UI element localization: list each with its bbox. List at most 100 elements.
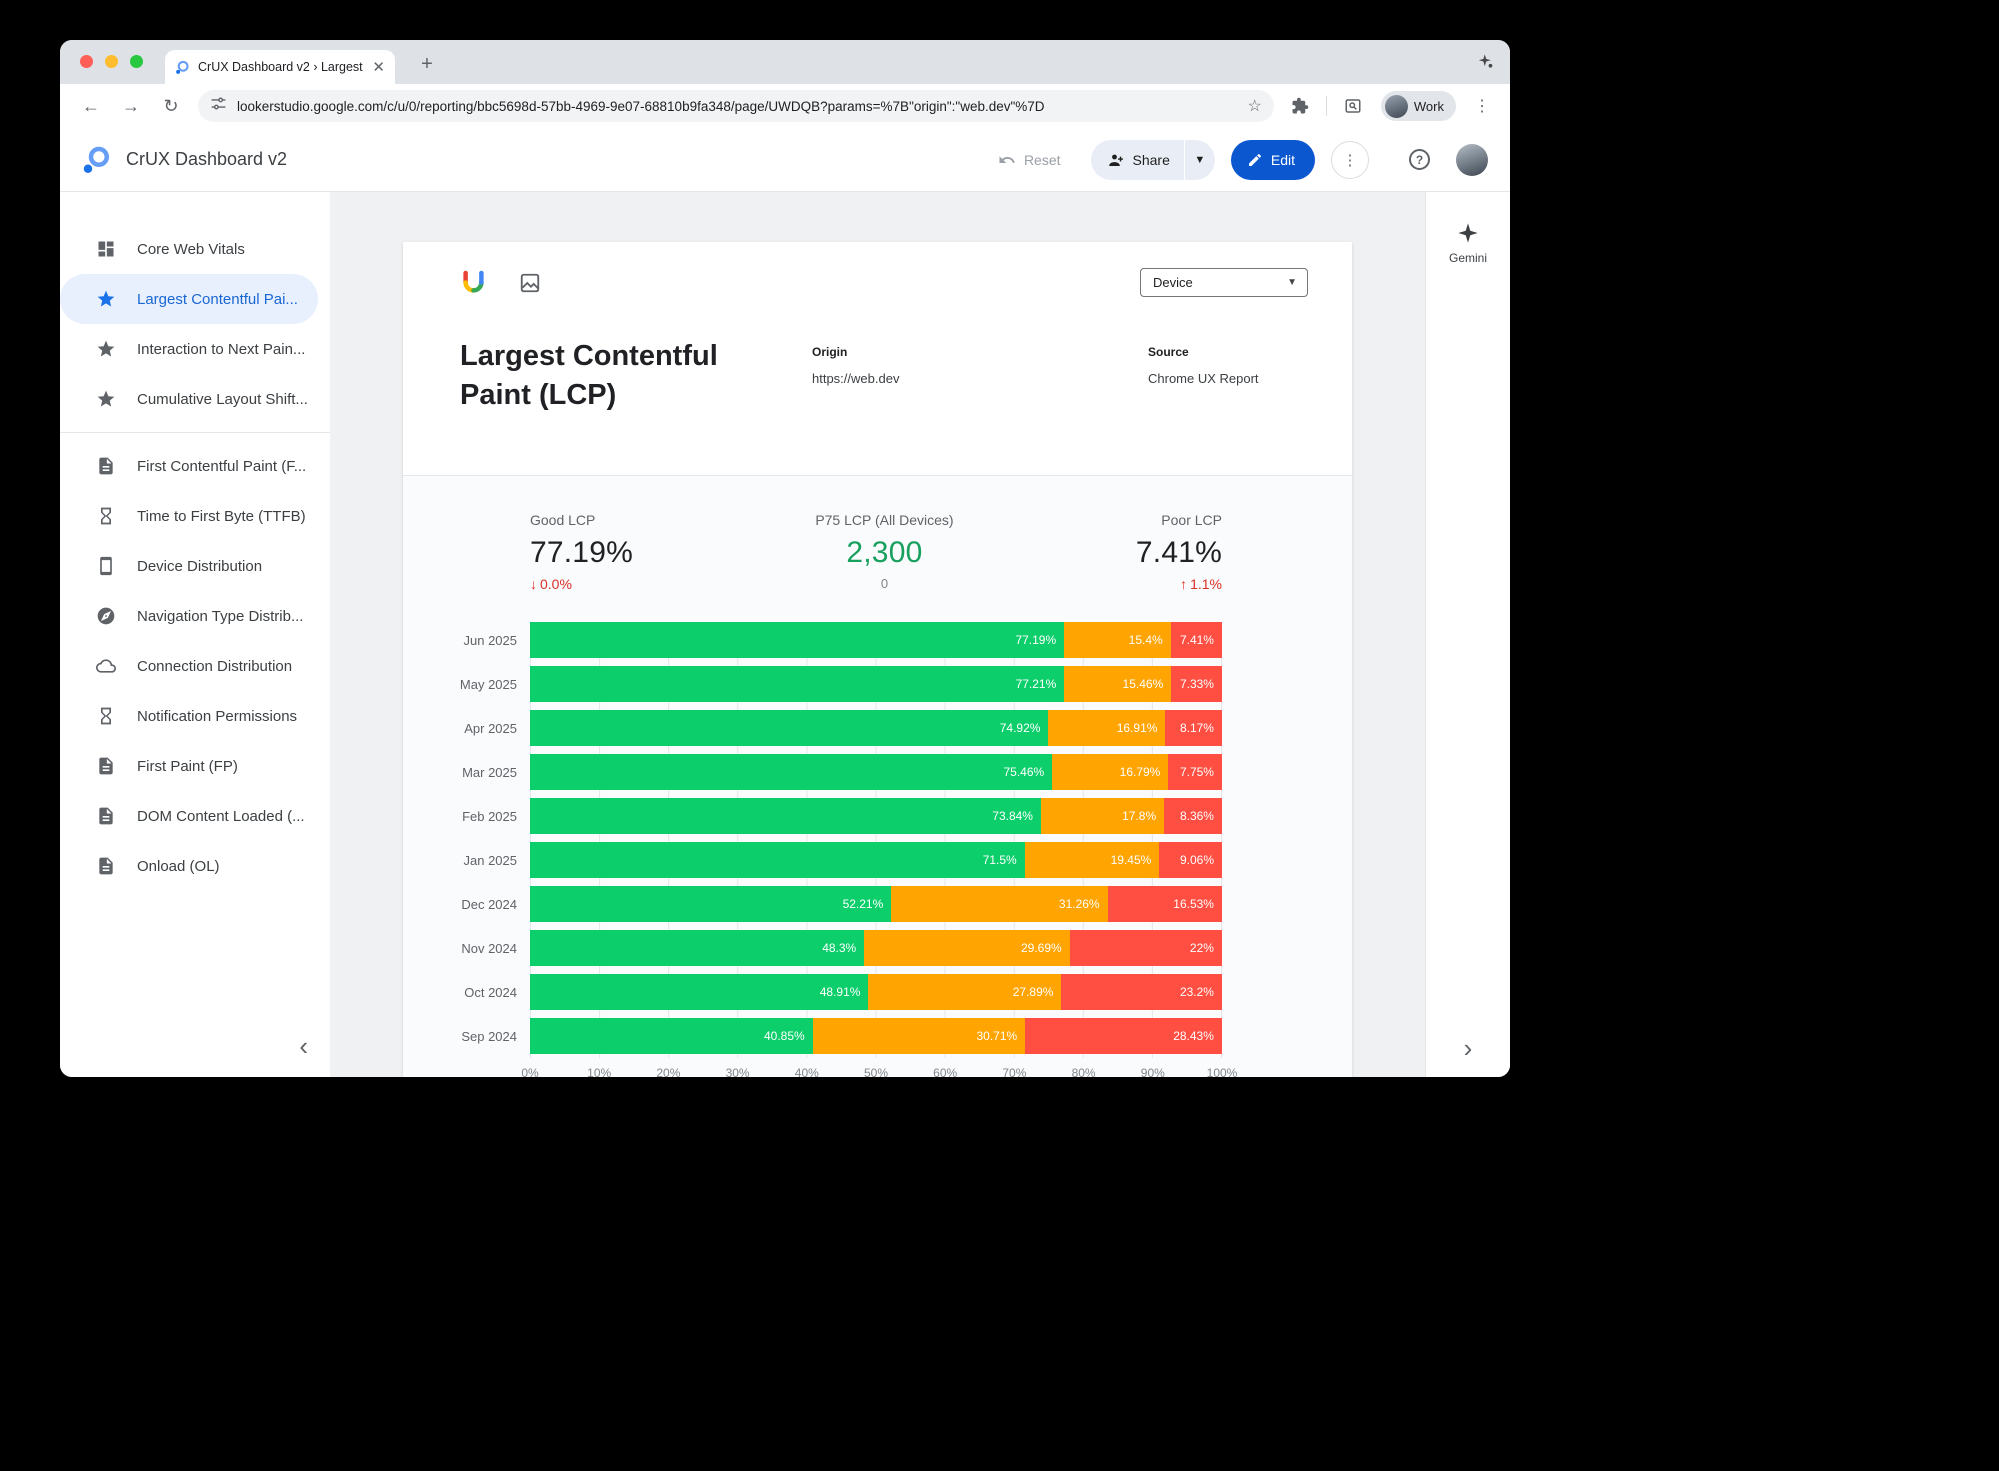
url-text[interactable]: lookerstudio.google.com/c/u/0/reporting/… [237, 98, 1045, 114]
bar-segment-good[interactable]: 48.91% [530, 974, 869, 1010]
gemini-button[interactable]: Gemini [1449, 222, 1487, 265]
tab-close-icon[interactable]: ✕ [372, 59, 385, 76]
minimize-window-button[interactable] [105, 55, 118, 68]
bar-segment-poor[interactable]: 9.06% [1159, 842, 1222, 878]
bar-segment-needs-improvement[interactable]: 30.71% [812, 1018, 1026, 1054]
device-filter-dropdown[interactable]: Device ▼ [1140, 268, 1308, 297]
side-panel-search-icon[interactable] [1337, 90, 1369, 122]
report-card: Device ▼ Largest Contentful Paint (LCP) … [403, 242, 1352, 1077]
sidebar-item[interactable]: Notification Permissions [60, 691, 318, 741]
bar-segment-value: 77.21% [1015, 677, 1057, 691]
sidebar-item[interactable]: First Contentful Paint (F... [60, 441, 318, 491]
bar-segment-needs-improvement[interactable]: 27.89% [868, 974, 1062, 1010]
sidebar-item[interactable]: Largest Contentful Pai... [60, 274, 318, 324]
stacked-bar: 73.84% 17.8% 8.36% [530, 798, 1222, 834]
good-lcp-delta: ↓ 0.0% [530, 576, 572, 592]
sidebar-item[interactable]: Connection Distribution [60, 641, 318, 691]
share-button[interactable]: Share ▼ [1090, 139, 1215, 180]
bar-segment-poor[interactable]: 28.43% [1025, 1018, 1222, 1054]
origin-value: https://web.dev [812, 371, 900, 386]
report-canvas: Device ▼ Largest Contentful Paint (LCP) … [330, 192, 1425, 1077]
chart-row: Apr 2025 74.92% 16.91% 8.17% [403, 710, 1222, 746]
fullscreen-window-button[interactable] [130, 55, 143, 68]
chart-row-label: May 2025 [459, 676, 517, 692]
edit-button[interactable]: Edit [1230, 139, 1315, 180]
extensions-icon[interactable] [1284, 90, 1316, 122]
share-dropdown-icon[interactable]: ▼ [1194, 153, 1206, 166]
sidebar-item[interactable]: DOM Content Loaded (... [60, 791, 318, 841]
x-axis-tick: 30% [725, 1066, 750, 1077]
bar-segment-good[interactable]: 71.5% [530, 842, 1025, 878]
report-name[interactable]: CrUX Dashboard v2 [126, 149, 288, 169]
x-axis-tick: 80% [1071, 1066, 1096, 1077]
looker-studio-logo-icon[interactable] [82, 145, 112, 175]
tab-organize-icon[interactable] [1477, 53, 1494, 70]
bar-segment-good[interactable]: 52.21% [530, 886, 892, 922]
sidebar-item[interactable]: Navigation Type Distrib... [60, 591, 318, 641]
reset-button[interactable]: Reset [998, 151, 1061, 169]
stacked-bar: 48.3% 29.69% 22% [530, 930, 1222, 966]
sidebar-metrics-group: First Contentful Paint (F... Time to Firs… [60, 441, 330, 891]
bar-segment-poor[interactable]: 8.17% [1165, 710, 1222, 746]
stacked-bar: 75.46% 16.79% 7.75% [530, 754, 1222, 790]
bar-segment-needs-improvement[interactable]: 19.45% [1024, 842, 1160, 878]
sidebar-item[interactable]: Onload (OL) [60, 841, 318, 891]
profile-chip[interactable]: Work [1380, 91, 1456, 121]
close-window-button[interactable] [80, 55, 93, 68]
sidebar-item[interactable]: First Paint (FP) [60, 741, 318, 791]
arrow-up-icon: ↑ [1180, 576, 1188, 592]
bar-segment-poor[interactable]: 8.36% [1164, 798, 1222, 834]
bar-segment-good[interactable]: 48.3% [530, 930, 865, 966]
sidebar-item[interactable]: Core Web Vitals [60, 224, 318, 274]
expand-panel-icon[interactable]: › [1463, 1033, 1473, 1063]
bar-segment-poor[interactable]: 7.41% [1170, 622, 1222, 658]
sidebar-item[interactable]: Time to First Byte (TTFB) [60, 491, 318, 541]
browser-tab[interactable]: CrUX Dashboard v2 › Largest ✕ [165, 50, 395, 84]
bar-segment-good[interactable]: 75.46% [530, 754, 1053, 790]
bar-segment-good[interactable]: 40.85% [530, 1018, 813, 1054]
tab-favicon-icon [175, 60, 190, 75]
sidebar-item[interactable]: Device Distribution [60, 541, 318, 591]
chart-row-label: Feb 2025 [462, 808, 517, 824]
bar-segment-needs-improvement[interactable]: 16.91% [1048, 710, 1166, 746]
person-add-icon [1108, 154, 1123, 166]
bar-segment-good[interactable]: 77.19% [530, 622, 1065, 658]
reload-button[interactable]: ↻ [163, 95, 179, 116]
bar-segment-needs-improvement[interactable]: 15.46% [1064, 666, 1172, 702]
bookmark-star-icon[interactable]: ☆ [1247, 98, 1262, 115]
sidebar-item-label: Interaction to Next Pain... [137, 340, 306, 358]
p75-lcp-scorecard: P75 LCP (All Devices) 2,300 0 [815, 512, 953, 592]
forward-button[interactable]: → [122, 95, 140, 116]
bar-segment-poor[interactable]: 16.53% [1107, 886, 1222, 922]
sidebar-item[interactable]: Interaction to Next Pain... [60, 324, 318, 374]
site-settings-icon[interactable] [210, 95, 227, 117]
bar-segment-poor[interactable]: 7.33% [1171, 666, 1222, 702]
bar-segment-good[interactable]: 77.21% [530, 666, 1065, 702]
bar-segment-poor[interactable]: 23.2% [1061, 974, 1222, 1010]
account-avatar[interactable] [1456, 143, 1488, 176]
bar-segment-needs-improvement[interactable]: 29.69% [864, 930, 1070, 966]
collapse-sidebar-icon[interactable]: ‹ [299, 1031, 308, 1061]
app-header: CrUX Dashboard v2 Reset Share ▼ Edit ⋮ ? [60, 128, 1510, 192]
bar-segment-poor[interactable]: 7.75% [1168, 754, 1222, 790]
bar-segment-needs-improvement[interactable]: 15.4% [1064, 622, 1171, 658]
good-lcp-value: 77.19% [530, 536, 633, 569]
bar-segment-good[interactable]: 74.92% [530, 710, 1049, 746]
sidebar-divider [60, 432, 330, 433]
bar-segment-value: 15.4% [1128, 633, 1163, 647]
new-tab-button[interactable]: + [421, 53, 433, 75]
back-button[interactable]: ← [82, 95, 100, 116]
sidebar-item-label: First Contentful Paint (F... [137, 457, 307, 475]
bar-segment-needs-improvement[interactable]: 31.26% [891, 886, 1108, 922]
browser-menu-icon[interactable]: ⋮ [1474, 98, 1490, 115]
sidebar-item-label: Navigation Type Distrib... [137, 607, 304, 625]
sidebar-item[interactable]: Cumulative Layout Shift... [60, 374, 318, 424]
more-options-icon[interactable]: ⋮ [1331, 140, 1369, 179]
help-icon[interactable]: ? [1409, 149, 1430, 170]
bar-segment-good[interactable]: 73.84% [530, 798, 1041, 834]
bar-segment-poor[interactable]: 22% [1069, 930, 1222, 966]
bar-segment-needs-improvement[interactable]: 17.8% [1040, 798, 1165, 834]
address-bar[interactable]: lookerstudio.google.com/c/u/0/reporting/… [198, 90, 1274, 122]
bar-segment-needs-improvement[interactable]: 16.79% [1052, 754, 1169, 790]
x-axis-tick: 10% [587, 1066, 612, 1077]
